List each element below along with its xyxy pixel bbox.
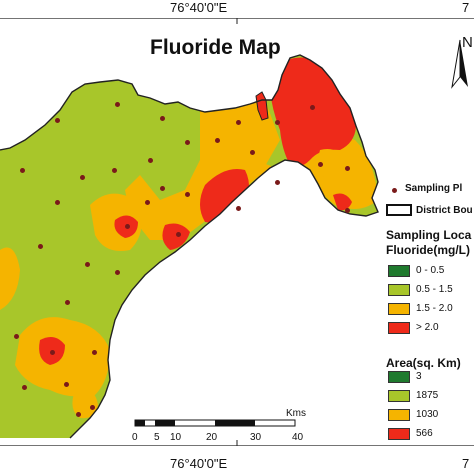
sampling-point xyxy=(80,175,85,180)
district-boundary-legend-icon xyxy=(386,204,412,216)
area-class-swatch xyxy=(388,428,410,440)
sampling-point xyxy=(22,385,27,390)
sampling-point xyxy=(85,262,90,267)
scale-tick-label: 40 xyxy=(292,432,304,443)
map-frame xyxy=(0,18,474,446)
sampling-point xyxy=(160,116,165,121)
sampling-point xyxy=(145,200,150,205)
sampling-point xyxy=(275,180,280,185)
sampling-point xyxy=(160,186,165,191)
scale-tick-label: 5 xyxy=(154,432,160,443)
area-class-label: 566 xyxy=(416,428,433,439)
area-class-swatch xyxy=(388,409,410,421)
sampling-point xyxy=(345,208,350,213)
fluoride-class-swatch xyxy=(388,284,410,296)
area-class-swatch xyxy=(388,390,410,402)
fluoride-class-swatch xyxy=(388,303,410,315)
scale-tick-label: 20 xyxy=(206,432,218,443)
sampling-point xyxy=(38,244,43,249)
bottom-right-longitude-label: 7 xyxy=(462,456,470,471)
top-right-longitude-label: 7 xyxy=(462,0,470,15)
sampling-point-legend-icon xyxy=(392,188,397,193)
scale-tick-label: 0 xyxy=(132,432,138,443)
scale-tick-label: 10 xyxy=(170,432,182,443)
fluoride-class-label: 0 - 0.5 xyxy=(416,265,445,276)
fluoride-class-label: 0.5 - 1.5 xyxy=(416,284,453,295)
sampling-point xyxy=(318,162,323,167)
north-arrow-icon xyxy=(451,39,468,89)
bottom-longitude-label: 76°40'0"E xyxy=(170,456,228,471)
sampling-point xyxy=(92,350,97,355)
sampling-point xyxy=(20,168,25,173)
fluoride-class-swatch xyxy=(388,265,410,277)
sampling-point xyxy=(55,200,60,205)
district-boundary-legend-label: District Bou xyxy=(416,205,473,216)
sampling-point xyxy=(310,105,315,110)
sampling-point xyxy=(148,158,153,163)
sampling-point xyxy=(185,192,190,197)
sampling-point xyxy=(14,334,19,339)
fluoride-class-label: > 2.0 xyxy=(416,322,439,333)
fluoride-zones xyxy=(0,55,378,438)
area-class-swatch xyxy=(388,371,410,383)
scale-unit: Kms xyxy=(286,408,306,419)
sampling-point-legend-label: Sampling Pl xyxy=(405,183,463,194)
scale-tick-label: 30 xyxy=(250,432,262,443)
area-legend-title: Area(sq. Km) xyxy=(386,356,461,370)
sampling-point xyxy=(215,138,220,143)
fluoride-class-label: 1.5 - 2.0 xyxy=(416,303,453,314)
sampling-point xyxy=(185,140,190,145)
scale-bar xyxy=(134,419,296,427)
sampling-point xyxy=(236,206,241,211)
top-longitude-label: 76°40'0"E xyxy=(170,0,228,15)
sampling-point xyxy=(76,412,81,417)
sampling-point xyxy=(50,350,55,355)
sampling-point xyxy=(65,300,70,305)
sampling-point xyxy=(64,382,69,387)
sampling-point xyxy=(115,270,120,275)
north-label: N xyxy=(462,34,473,51)
sampling-point xyxy=(112,168,117,173)
sampling-point xyxy=(115,102,120,107)
map-title: Fluoride Map xyxy=(150,36,281,59)
fluoride-class-swatch xyxy=(388,322,410,334)
sampling-point xyxy=(250,150,255,155)
fluoride-legend-title-1: Sampling Loca xyxy=(386,228,472,242)
area-class-label: 1030 xyxy=(416,409,439,420)
sampling-point xyxy=(125,224,130,229)
sampling-point xyxy=(90,405,95,410)
sampling-point xyxy=(55,118,60,123)
sampling-point xyxy=(176,232,181,237)
sampling-point xyxy=(275,120,280,125)
area-class-label: 3 xyxy=(416,371,422,382)
area-class-label: 1875 xyxy=(416,390,439,401)
sampling-point xyxy=(236,120,241,125)
fluoride-legend-title-2: Fluoride(mg/L) xyxy=(386,243,470,257)
district-boundary xyxy=(0,54,379,439)
sampling-point xyxy=(345,166,350,171)
